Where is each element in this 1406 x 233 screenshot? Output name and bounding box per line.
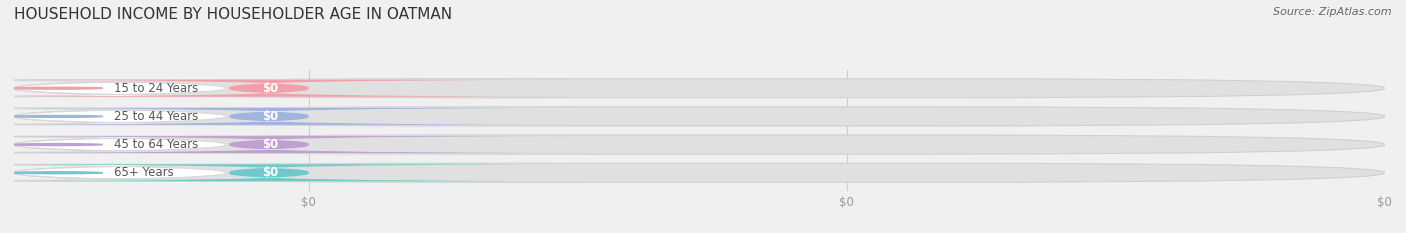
FancyBboxPatch shape [14, 107, 1385, 126]
Text: 25 to 44 Years: 25 to 44 Years [114, 110, 198, 123]
Text: $0: $0 [263, 110, 278, 123]
Text: 15 to 24 Years: 15 to 24 Years [114, 82, 198, 95]
Text: Source: ZipAtlas.com: Source: ZipAtlas.com [1274, 7, 1392, 17]
FancyBboxPatch shape [0, 80, 426, 97]
Circle shape [10, 172, 103, 174]
FancyBboxPatch shape [0, 108, 426, 125]
Text: 65+ Years: 65+ Years [114, 166, 174, 179]
Text: 45 to 64 Years: 45 to 64 Years [114, 138, 198, 151]
Text: $0: $0 [263, 138, 278, 151]
FancyBboxPatch shape [0, 80, 599, 97]
FancyBboxPatch shape [0, 164, 599, 181]
FancyBboxPatch shape [0, 136, 426, 153]
Circle shape [10, 115, 103, 117]
FancyBboxPatch shape [14, 163, 1385, 182]
Text: $0: $0 [263, 166, 278, 179]
FancyBboxPatch shape [14, 135, 1385, 154]
FancyBboxPatch shape [0, 136, 599, 153]
Text: $0: $0 [263, 82, 278, 95]
FancyBboxPatch shape [0, 108, 599, 125]
Circle shape [10, 144, 103, 146]
Text: HOUSEHOLD INCOME BY HOUSEHOLDER AGE IN OATMAN: HOUSEHOLD INCOME BY HOUSEHOLDER AGE IN O… [14, 7, 453, 22]
Circle shape [10, 87, 103, 89]
FancyBboxPatch shape [0, 164, 426, 181]
FancyBboxPatch shape [14, 79, 1385, 98]
